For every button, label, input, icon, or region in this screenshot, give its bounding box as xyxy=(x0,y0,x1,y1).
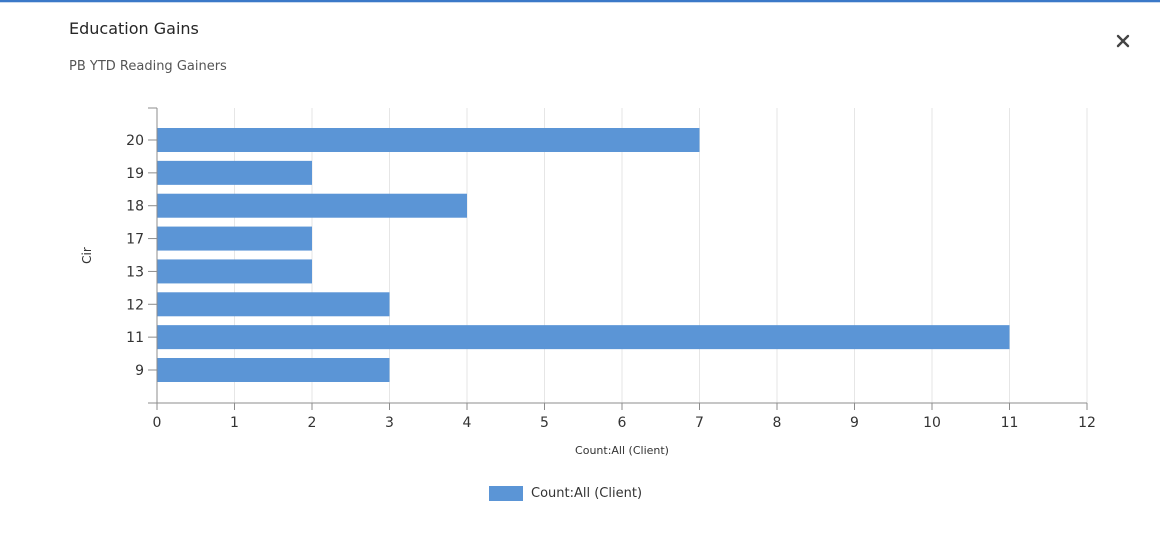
x-tick-label: 1 xyxy=(230,415,239,431)
bar-13 xyxy=(157,259,312,284)
top-accent-shadow xyxy=(0,2,1160,3)
y-axis-title: Cir xyxy=(80,247,94,264)
x-tick-label: 11 xyxy=(1001,415,1019,431)
x-tick-label: 9 xyxy=(850,415,859,431)
dialog-title: Education Gains xyxy=(69,19,199,38)
x-tick-label: 10 xyxy=(923,415,941,431)
y-tick-label: 18 xyxy=(126,199,144,215)
legend-swatch xyxy=(489,486,523,501)
y-tick-label: 17 xyxy=(126,232,144,248)
close-icon xyxy=(1116,34,1130,48)
x-tick-label: 0 xyxy=(153,415,162,431)
x-axis-title: Count:All (Client) xyxy=(575,444,669,457)
x-tick-label: 7 xyxy=(695,415,704,431)
chart-legend: Count:All (Client) xyxy=(489,486,642,501)
x-tick-label: 5 xyxy=(540,415,549,431)
bar-18 xyxy=(157,193,467,218)
y-tick-label: 12 xyxy=(126,297,144,313)
x-tick-label: 8 xyxy=(773,415,782,431)
bar-17 xyxy=(157,226,312,251)
y-tick-label: 11 xyxy=(126,330,144,346)
bar-12 xyxy=(157,292,390,317)
x-tick-label: 3 xyxy=(385,415,394,431)
legend-label: Count:All (Client) xyxy=(531,486,643,501)
top-accent-line xyxy=(0,0,1160,2)
x-tick-label: 4 xyxy=(463,415,472,431)
bar-19 xyxy=(157,160,312,185)
y-tick-label: 20 xyxy=(126,133,144,149)
bar-20 xyxy=(157,128,700,152)
bar-9 xyxy=(157,358,390,382)
y-tick-label: 9 xyxy=(135,363,144,379)
y-tick-label: 19 xyxy=(126,166,144,182)
x-tick-label: 12 xyxy=(1078,415,1096,431)
x-tick-label: 6 xyxy=(618,415,627,431)
x-tick-label: 2 xyxy=(308,415,317,431)
close-button[interactable] xyxy=(1110,28,1136,54)
chart-subtitle: PB YTD Reading Gainers xyxy=(69,59,227,74)
y-tick-label: 13 xyxy=(126,264,144,280)
bar-11 xyxy=(157,325,1010,350)
